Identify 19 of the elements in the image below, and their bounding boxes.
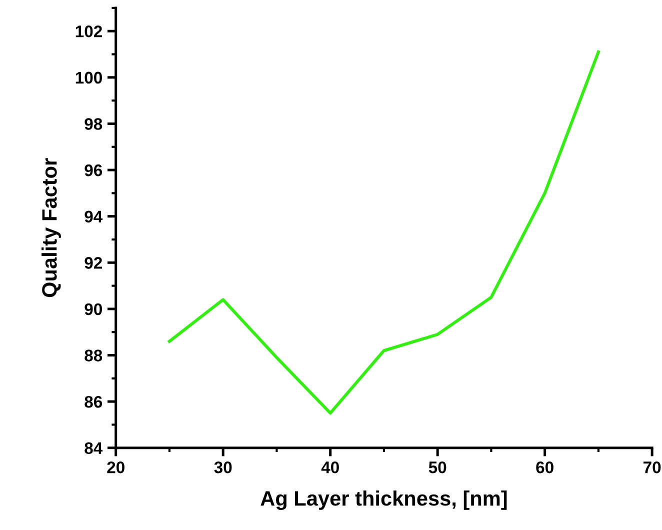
x-axis-title: Ag Layer thickness, [nm] xyxy=(260,490,507,510)
y-tick-label: 90 xyxy=(84,303,102,316)
y-tick-label: 84 xyxy=(84,442,103,454)
x-tick-label: 70 xyxy=(644,461,661,474)
y-axis-title: Quality Factor xyxy=(42,158,61,298)
x-tick-label: 40 xyxy=(321,461,339,474)
y-tick-label: 96 xyxy=(84,164,102,176)
y-tick-label: 100 xyxy=(76,72,102,84)
x-tick-label: 50 xyxy=(428,461,446,474)
y-tick-label: 92 xyxy=(84,257,102,269)
y-tick-label: 86 xyxy=(84,396,102,408)
y-tick-label: 102 xyxy=(76,26,102,38)
x-tick-label: 30 xyxy=(214,461,232,474)
line-series xyxy=(168,50,600,415)
y-tick-label: 88 xyxy=(84,350,102,362)
x-tick-label: 60 xyxy=(536,461,554,474)
x-tick-label: 20 xyxy=(107,461,124,474)
y-tick-label: 98 xyxy=(84,118,102,130)
y-tick-label: 94 xyxy=(84,210,103,223)
